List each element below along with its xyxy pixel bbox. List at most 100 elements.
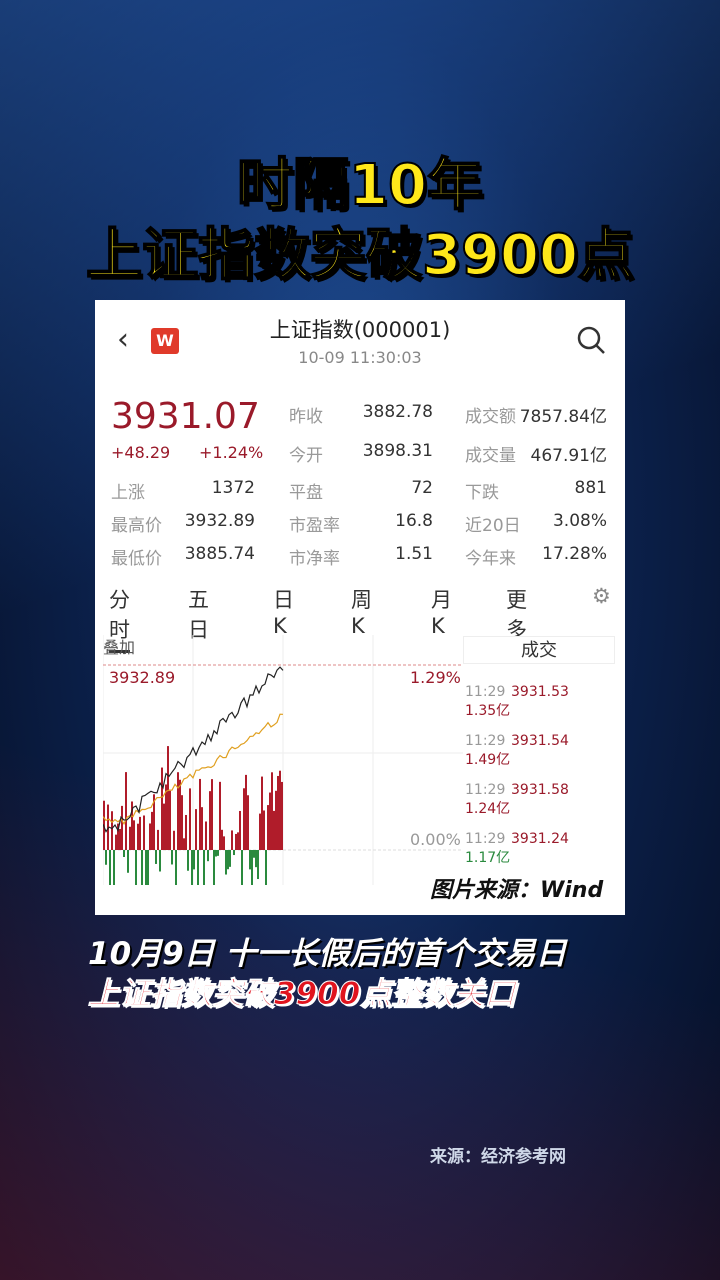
price-line — [103, 666, 284, 833]
volume-bar-up — [177, 772, 179, 850]
volume-bar-up — [133, 820, 135, 850]
volume-bar-down — [155, 850, 157, 864]
tab-more[interactable]: 更多 — [506, 588, 527, 642]
volume-bar-up — [181, 795, 183, 850]
trade-row: 11:29 3931.241.17亿 — [465, 831, 617, 867]
volume-bar-up — [183, 838, 185, 850]
volume-bar-down — [217, 850, 219, 856]
volume-bar-down — [135, 850, 137, 885]
stat-label: 下跌 — [465, 483, 499, 503]
volume-bar-up — [111, 811, 113, 850]
stat-value: 881 — [574, 478, 607, 498]
volume-bar-down — [225, 850, 227, 875]
trade-price: 3931.54 — [511, 733, 569, 749]
stat-value: 1372 — [211, 478, 255, 498]
tab-daily-k[interactable]: 日K — [273, 588, 294, 638]
search-icon[interactable] — [575, 324, 607, 356]
volume-bar-up — [239, 810, 241, 850]
volume-bar-down — [171, 850, 173, 865]
source-credit: 来源：经济参考网 — [430, 1147, 566, 1167]
volume-bar-up — [211, 779, 213, 850]
volume-bar-up — [271, 772, 273, 850]
volume-bar-up — [269, 792, 271, 850]
stat-value: 467.91亿 — [530, 446, 607, 466]
zero-pct-label: 0.00% — [410, 830, 461, 849]
volume-bar-down — [105, 850, 107, 865]
volume-bar-down — [127, 850, 129, 873]
trade-price: 3931.24 — [511, 831, 569, 847]
volume-bar-up — [169, 790, 171, 850]
volume-bar-up — [157, 829, 159, 850]
price-change: +48.29 — [111, 443, 171, 462]
stat-label: 市盈率 — [289, 516, 340, 536]
volume-bar-up — [205, 821, 207, 850]
volume-bar-up — [221, 829, 223, 850]
volume-bar-down — [233, 850, 235, 856]
overlay-button[interactable]: 叠加 — [103, 638, 136, 657]
volume-bar-down — [191, 850, 193, 885]
volume-bar-up — [235, 833, 237, 850]
tab-weekly-k[interactable]: 周K — [351, 588, 372, 638]
stat-value: 3885.74 — [184, 544, 255, 564]
volume-bar-up — [115, 834, 117, 850]
volume-bar-up — [179, 779, 181, 850]
volume-bar-up — [131, 801, 133, 850]
volume-bar-up — [139, 816, 141, 850]
stat-label: 市净率 — [289, 549, 340, 569]
volume-bar-up — [223, 836, 225, 850]
volume-bar-up — [209, 791, 211, 850]
stat-label: 最低价 — [111, 549, 162, 569]
stat-label: 成交额 — [465, 407, 516, 427]
volume-bar-up — [167, 746, 169, 850]
average-price-line — [103, 713, 284, 826]
volume-bar-down — [257, 850, 259, 880]
current-price: 3931.07 — [111, 396, 260, 437]
trade-volume: 1.17亿 — [465, 850, 511, 866]
stat-value: 3898.31 — [362, 441, 433, 461]
volume-bar-up — [117, 823, 119, 850]
stat-value: 3.08% — [552, 511, 607, 531]
volume-bar-up — [119, 828, 121, 850]
volume-bar-down — [123, 850, 125, 858]
stat-value: 7857.84亿 — [519, 407, 607, 427]
volume-bar-up — [263, 810, 265, 850]
stat-label: 今开 — [289, 446, 323, 466]
volume-bar-up — [107, 804, 109, 850]
volume-bar-down — [203, 850, 205, 885]
volume-bar-up — [137, 823, 139, 850]
volume-bar-up — [151, 811, 153, 850]
volume-bar-up — [201, 807, 203, 850]
timestamp: 10-09 11:30:03 — [298, 348, 422, 367]
trade-price: 3931.53 — [511, 684, 569, 700]
intraday-chart — [103, 635, 463, 885]
volume-bar-down — [147, 850, 149, 885]
headline-line2: 上证指数突破3900点 — [85, 222, 635, 289]
volume-bar-down — [113, 850, 115, 885]
volume-bar-up — [279, 770, 281, 850]
volume-bar-up — [245, 774, 247, 850]
trade-volume: 1.49亿 — [465, 752, 511, 768]
settings-icon[interactable]: ⚙ — [592, 584, 611, 608]
trade-volume: 1.24亿 — [465, 801, 511, 817]
headline-line1: 时隔10年 — [236, 152, 484, 219]
tab-monthly-k[interactable]: 月K — [431, 588, 452, 638]
chevron-left-icon[interactable]: ‹ — [117, 322, 129, 357]
stat-label: 成交量 — [465, 446, 516, 466]
caption-line1: 10月9日 十一长假后的首个交易日 — [88, 936, 567, 972]
volume-bar-up — [189, 788, 191, 850]
tab-5day[interactable]: 五日 — [188, 588, 209, 642]
volume-bar-up — [185, 814, 187, 850]
stat-value: 17.28% — [542, 544, 607, 564]
trade-row: 11:29 3931.531.35亿 — [465, 684, 617, 720]
stat-value: 72 — [411, 478, 433, 498]
volume-bar-up — [281, 781, 283, 850]
stat-value: 3932.89 — [184, 511, 255, 531]
volume-bar-down — [109, 850, 111, 885]
tab-intraday[interactable]: 分时 — [109, 584, 130, 653]
trades-header[interactable]: 成交 — [463, 636, 615, 664]
volume-bar-down — [241, 850, 243, 885]
volume-bar-down — [253, 850, 255, 858]
volume-bar-up — [195, 809, 197, 850]
volume-bar-up — [273, 810, 275, 850]
volume-bar-up — [121, 805, 123, 850]
